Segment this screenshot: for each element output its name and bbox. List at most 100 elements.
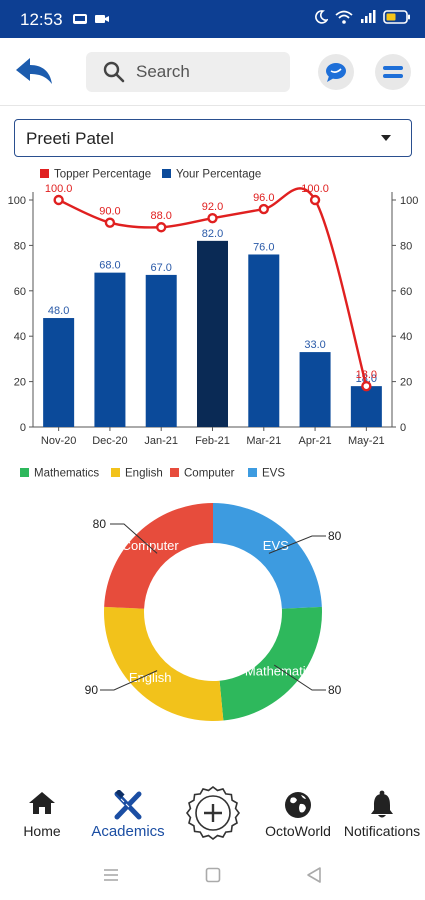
academics-icon	[114, 790, 142, 820]
donut-slice-evs	[213, 503, 322, 609]
donut-slice-label: Computer	[122, 538, 180, 553]
nav-home[interactable]: Home	[0, 780, 87, 850]
nav-octoworld[interactable]: OctoWorld	[253, 780, 343, 850]
bar-apr-21	[299, 352, 331, 427]
y-tick-left: 80	[14, 240, 26, 252]
legend-label-mathematics: Mathematics	[34, 468, 99, 480]
system-navigation-bar	[0, 852, 425, 900]
y-tick-left: 60	[14, 286, 26, 298]
search-placeholder: Search	[136, 62, 190, 81]
legend-swatch-evs	[248, 468, 257, 477]
performance-chart: Topper Percentage Your Percentage 0 0 20 20 40…	[8, 169, 419, 448]
signal-icon	[361, 10, 376, 23]
legend-label-computer: Computer	[184, 468, 235, 480]
x-tick-label: Feb-21	[195, 435, 230, 447]
y-tick-right: 60	[400, 286, 412, 298]
donut-leader-line	[100, 670, 158, 691]
globe-icon	[285, 792, 311, 818]
nav-notifications-label: Notifications	[343, 823, 421, 839]
donut-leader-line	[273, 664, 326, 691]
menu-button[interactable]	[375, 54, 411, 90]
student-select[interactable]: Preeti Patel	[14, 119, 412, 157]
chat-bubble-icon	[326, 63, 346, 82]
topper-point	[156, 222, 167, 233]
home-square-icon[interactable]	[205, 867, 221, 883]
donut-value-label: 80	[328, 529, 342, 543]
donut-leader-line	[268, 535, 326, 554]
bar-may-21	[350, 386, 382, 427]
topper-value-label: 18.0	[356, 369, 377, 381]
legend-swatch-yours	[162, 169, 171, 178]
bar-value-label: 68.0	[99, 260, 120, 272]
bar-value-label: 67.0	[151, 262, 172, 274]
bar-value-label: 82.0	[202, 228, 223, 240]
y-tick-left: 100	[8, 195, 26, 207]
nav-home-label: Home	[23, 823, 61, 839]
status-system-icons	[314, 10, 411, 24]
back-arrow-icon	[16, 58, 52, 84]
search-input[interactable]: Search	[86, 52, 290, 92]
bottom-navigation: Home Academics OctoWorld	[0, 780, 425, 850]
legend-label-evs: EVS	[262, 468, 285, 480]
bar-value-label: 76.0	[253, 241, 274, 253]
topper-value-label: 100.0	[45, 183, 73, 195]
topper-point	[309, 194, 321, 206]
topper-point	[258, 203, 269, 215]
recent-apps-icon[interactable]	[103, 867, 119, 883]
status-notification-icons	[72, 12, 110, 26]
bar-nov-20	[43, 318, 75, 427]
y-tick-right: 80	[400, 240, 412, 252]
donut-slice-mathematics	[219, 606, 322, 721]
nav-notifications[interactable]: Notifications	[337, 780, 425, 850]
app-header: Search	[0, 38, 425, 106]
nav-add[interactable]	[168, 780, 258, 850]
legend-label-english: English	[125, 468, 163, 480]
y-tick-right: 100	[400, 195, 418, 207]
home-icon	[29, 792, 55, 814]
donut-slice-computer	[104, 503, 213, 609]
battery-icon	[383, 10, 410, 24]
back-triangle-icon[interactable]	[306, 866, 322, 884]
x-tick-label: Dec-20	[92, 435, 127, 447]
video-icon	[95, 15, 109, 23]
legend-swatch-mathematics	[20, 468, 29, 477]
topper-point	[361, 380, 372, 392]
bell-icon	[371, 790, 393, 818]
legend-label-yours: Your Percentage	[176, 169, 261, 181]
chart-legend: Topper Percentage Your Percentage	[40, 169, 261, 181]
back-button[interactable]	[12, 54, 56, 90]
y-tick-left: 20	[14, 377, 26, 389]
legend-swatch-computer	[170, 468, 179, 477]
donut-legend: Mathematics English Computer EVS	[20, 468, 285, 480]
donut-slice-label: English	[129, 670, 172, 685]
donut-value-label: 90	[85, 683, 99, 697]
student-select-value: Preeti Patel	[26, 129, 114, 148]
nav-academics[interactable]: Academics	[83, 780, 173, 850]
chat-button[interactable]	[318, 54, 354, 90]
nav-octoworld-label: OctoWorld	[265, 823, 331, 839]
moon-icon	[315, 10, 328, 24]
topper-point	[104, 217, 116, 228]
donut-leader-line	[110, 523, 158, 554]
subject-donut-chart: Mathematics English Computer EVS EVS 80 Mathem…	[20, 468, 342, 721]
nav-academics-label: Academics	[91, 823, 165, 840]
y-tick-right: 40	[400, 331, 412, 343]
x-tick-label: Mar-21	[246, 435, 281, 447]
bar-feb-21	[197, 240, 228, 427]
topper-value-label: 100.0	[301, 183, 329, 195]
bar-value-label: 48.0	[48, 305, 69, 317]
legend-swatch-english	[111, 468, 120, 477]
cloud-icon	[73, 14, 87, 24]
x-tick-label: Jan-21	[144, 435, 178, 447]
status-time: 12:53	[20, 10, 63, 29]
y-tick-left: 40	[14, 331, 26, 343]
topper-point	[53, 194, 64, 206]
bar-jan-21	[145, 274, 177, 427]
legend-label-topper: Topper Percentage	[54, 169, 151, 181]
donut-slice-label: Mathematics	[245, 664, 319, 679]
donut-slice-label: EVS	[263, 538, 289, 553]
topper-value-label: 90.0	[99, 206, 120, 218]
bar-dec-20	[94, 272, 126, 427]
x-tick-label: Nov-20	[41, 435, 76, 447]
wifi-icon	[335, 10, 353, 24]
